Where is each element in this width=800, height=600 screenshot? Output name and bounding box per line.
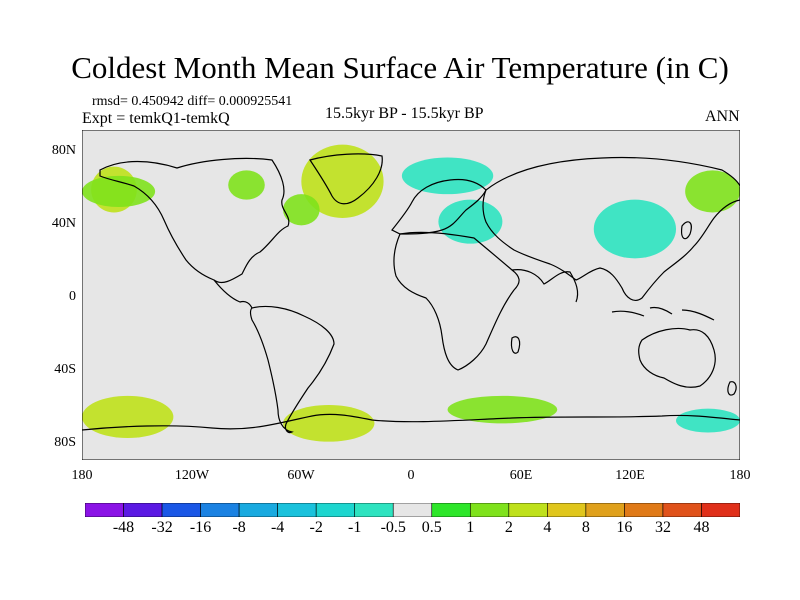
colorbar-label: -4 — [270, 519, 285, 536]
stats-text: rmsd= 0.450942 diff= 0.000925541 — [92, 94, 293, 109]
lat-label-40n: 40N — [51, 216, 76, 231]
anomaly-region-3 — [301, 144, 384, 218]
colorbar-label: 1 — [466, 519, 475, 536]
lat-label-0: 0 — [69, 289, 76, 304]
colorbar-swatch-4 — [238, 503, 278, 517]
colorbar-swatch-7 — [354, 503, 394, 517]
lat-label-80s: 80S — [54, 435, 76, 450]
coastline-asia — [482, 156, 740, 301]
anomaly-region-10 — [283, 405, 375, 442]
world-map — [82, 130, 740, 460]
lon-label-0: 0 — [407, 468, 415, 483]
colorbar-label: -16 — [189, 519, 212, 536]
colorbar-swatch-5 — [277, 503, 317, 517]
colorbar-swatch-1 — [123, 503, 163, 517]
colorbar-swatch-11 — [508, 503, 548, 517]
coastline-antarctica — [82, 413, 740, 431]
colorbar-swatch-8 — [392, 503, 433, 517]
coastline-greenland — [309, 153, 383, 205]
lat-label-40s: 40S — [54, 362, 76, 377]
lon-label-60w: 60W — [287, 468, 315, 483]
anomaly-region-12 — [676, 408, 740, 433]
coastline-japan — [681, 221, 692, 240]
coastline-australia — [638, 327, 716, 388]
colorbar-swatch-16 — [701, 503, 740, 517]
colorbar-swatch-0 — [85, 503, 124, 517]
anomaly-region-1 — [82, 175, 156, 207]
coastline-central-america — [213, 279, 253, 309]
colorbar-label: -0.5 — [380, 519, 406, 536]
coastline-madagascar — [510, 336, 521, 354]
colorbar-swatch-14 — [624, 503, 664, 517]
colorbar-label: 48 — [693, 519, 710, 536]
coastlines — [82, 153, 740, 434]
lon-label-60e: 60E — [509, 468, 533, 483]
experiment-label: Expt = temkQ1-temkQ — [82, 110, 230, 127]
colorbar-label: 8 — [581, 519, 590, 536]
colorbar-label: 2 — [504, 519, 513, 536]
colorbar-swatch-6 — [315, 503, 356, 517]
anomaly-region-7 — [593, 199, 677, 259]
colorbar-swatch-13 — [585, 503, 625, 517]
colorbar-swatch-2 — [161, 503, 201, 517]
coastline-south-asia — [511, 269, 579, 303]
colorbar-label: -2 — [309, 519, 323, 536]
colorbar-label: 16 — [616, 519, 633, 536]
colorbar-swatch-12 — [547, 503, 587, 517]
anomaly-region-6 — [438, 199, 503, 244]
season-label: ANN — [705, 108, 740, 125]
coastline-africa — [393, 231, 520, 371]
lon-label-120w: 120W — [174, 468, 210, 483]
colorbar-label: 32 — [654, 519, 671, 536]
coastline-south-america — [249, 305, 335, 434]
colorbar-label: -32 — [151, 519, 173, 536]
anomaly-region-8 — [685, 170, 740, 213]
anomaly-region-9 — [82, 395, 174, 438]
lon-label-180e: 180 — [729, 468, 751, 483]
lat-label-80n: 80N — [51, 143, 76, 158]
coastline-new-zealand — [727, 381, 737, 396]
colorbar-swatch-3 — [200, 503, 240, 517]
map-title: Coldest Month Mean Surface Air Temperatu… — [71, 50, 729, 85]
colorbar-label: -48 — [112, 519, 135, 536]
anomaly-region-4 — [283, 194, 320, 226]
colorbar-swatch-15 — [662, 503, 702, 517]
anomaly-region-2 — [228, 170, 265, 200]
colorbar-label: -1 — [348, 519, 362, 536]
coastline-north-america — [99, 157, 290, 284]
period-label: 15.5kyr BP - 15.5kyr BP — [325, 105, 484, 122]
colorbar — [85, 503, 740, 517]
anomaly-region-11 — [447, 395, 558, 424]
colorbar-label: -8 — [232, 519, 246, 536]
colorbar-swatch-9 — [431, 503, 471, 517]
coastline-indonesia — [611, 306, 715, 321]
anomaly-fields — [82, 144, 740, 442]
colorbar-label: 0.5 — [421, 519, 442, 536]
colorbar-swatch-10 — [469, 503, 510, 517]
anomaly-region-5 — [401, 157, 494, 195]
colorbar-label: 4 — [543, 519, 552, 536]
lon-label-180w: 180 — [71, 468, 93, 483]
lon-label-120e: 120E — [615, 468, 645, 483]
